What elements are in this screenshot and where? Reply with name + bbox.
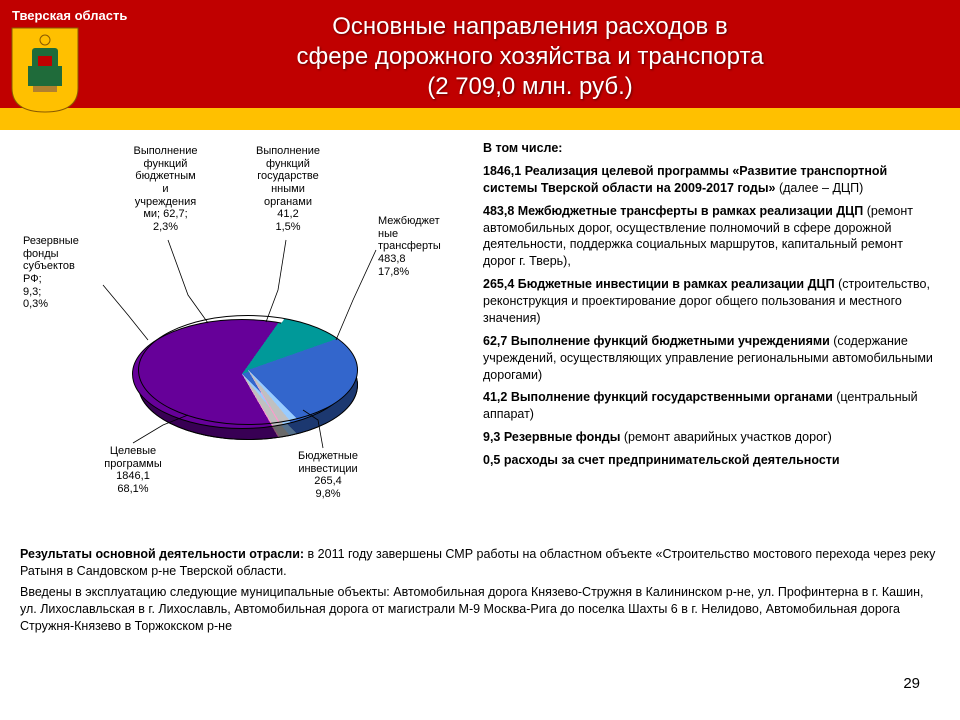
breakdown-item: 41,2 Выполнение функций государственными… bbox=[483, 389, 938, 423]
region-label: Тверская область bbox=[12, 8, 127, 23]
footer-lead: Результаты основной деятельности отрасли… bbox=[20, 547, 304, 561]
content-row: РезервныефондысубъектовРФ;9,3;0,3% Выпол… bbox=[0, 130, 960, 540]
page-number: 29 bbox=[903, 675, 920, 692]
region-emblem bbox=[10, 26, 80, 114]
pie-label-programs: Целевыепрограммы1846,168,1% bbox=[88, 445, 178, 496]
breakdown-item: 62,7 Выполнение функций бюджетными учреж… bbox=[483, 333, 938, 384]
slide-title: Основные направления расходов в сфере до… bbox=[150, 12, 910, 102]
breakdown-text: В том числе: 1846,1 Реализация целевой п… bbox=[483, 140, 938, 540]
pie-label-transfers: Межбюджетныетрансферты483,817,8% bbox=[378, 215, 468, 278]
intro: В том числе: bbox=[483, 140, 938, 157]
title-line-2: сфере дорожного хозяйства и транспорта bbox=[150, 42, 910, 72]
footer-p2: Введены в эксплуатацию следующие муницип… bbox=[20, 584, 940, 635]
title-line-1: Основные направления расходов в bbox=[150, 12, 910, 42]
pie-label-invest: Бюджетныеинвестиции265,49,8% bbox=[283, 450, 373, 501]
pie-label-reserve: РезервныефондысубъектовРФ;9,3;0,3% bbox=[23, 235, 103, 311]
breakdown-item: 1846,1 Реализация целевой программы «Раз… bbox=[483, 163, 938, 197]
pie-label-gov-func: Выполнениефункцийгосударственнымиорганам… bbox=[243, 145, 333, 233]
footer-text: Результаты основной деятельности отрасли… bbox=[0, 540, 960, 634]
breakdown-item: 9,3 Резервные фонды (ремонт аварийных уч… bbox=[483, 429, 938, 446]
slide-header: Тверская область Основные направления ра… bbox=[0, 0, 960, 130]
breakdown-item: 483,8 Межбюджетные трансферты в рамках р… bbox=[483, 203, 938, 271]
title-line-3: (2 709,0 млн. руб.) bbox=[150, 72, 910, 102]
pie-label-budget-inst: Выполнениефункцийбюджетнымиучреждениями;… bbox=[123, 145, 208, 233]
header-band bbox=[0, 108, 960, 130]
breakdown-item: 0,5 расходы за счет предпринимательской … bbox=[483, 452, 938, 469]
breakdown-item: 265,4 Бюджетные инвестиции в рамках реал… bbox=[483, 276, 938, 327]
pie-chart: РезервныефондысубъектовРФ;9,3;0,3% Выпол… bbox=[18, 140, 473, 540]
